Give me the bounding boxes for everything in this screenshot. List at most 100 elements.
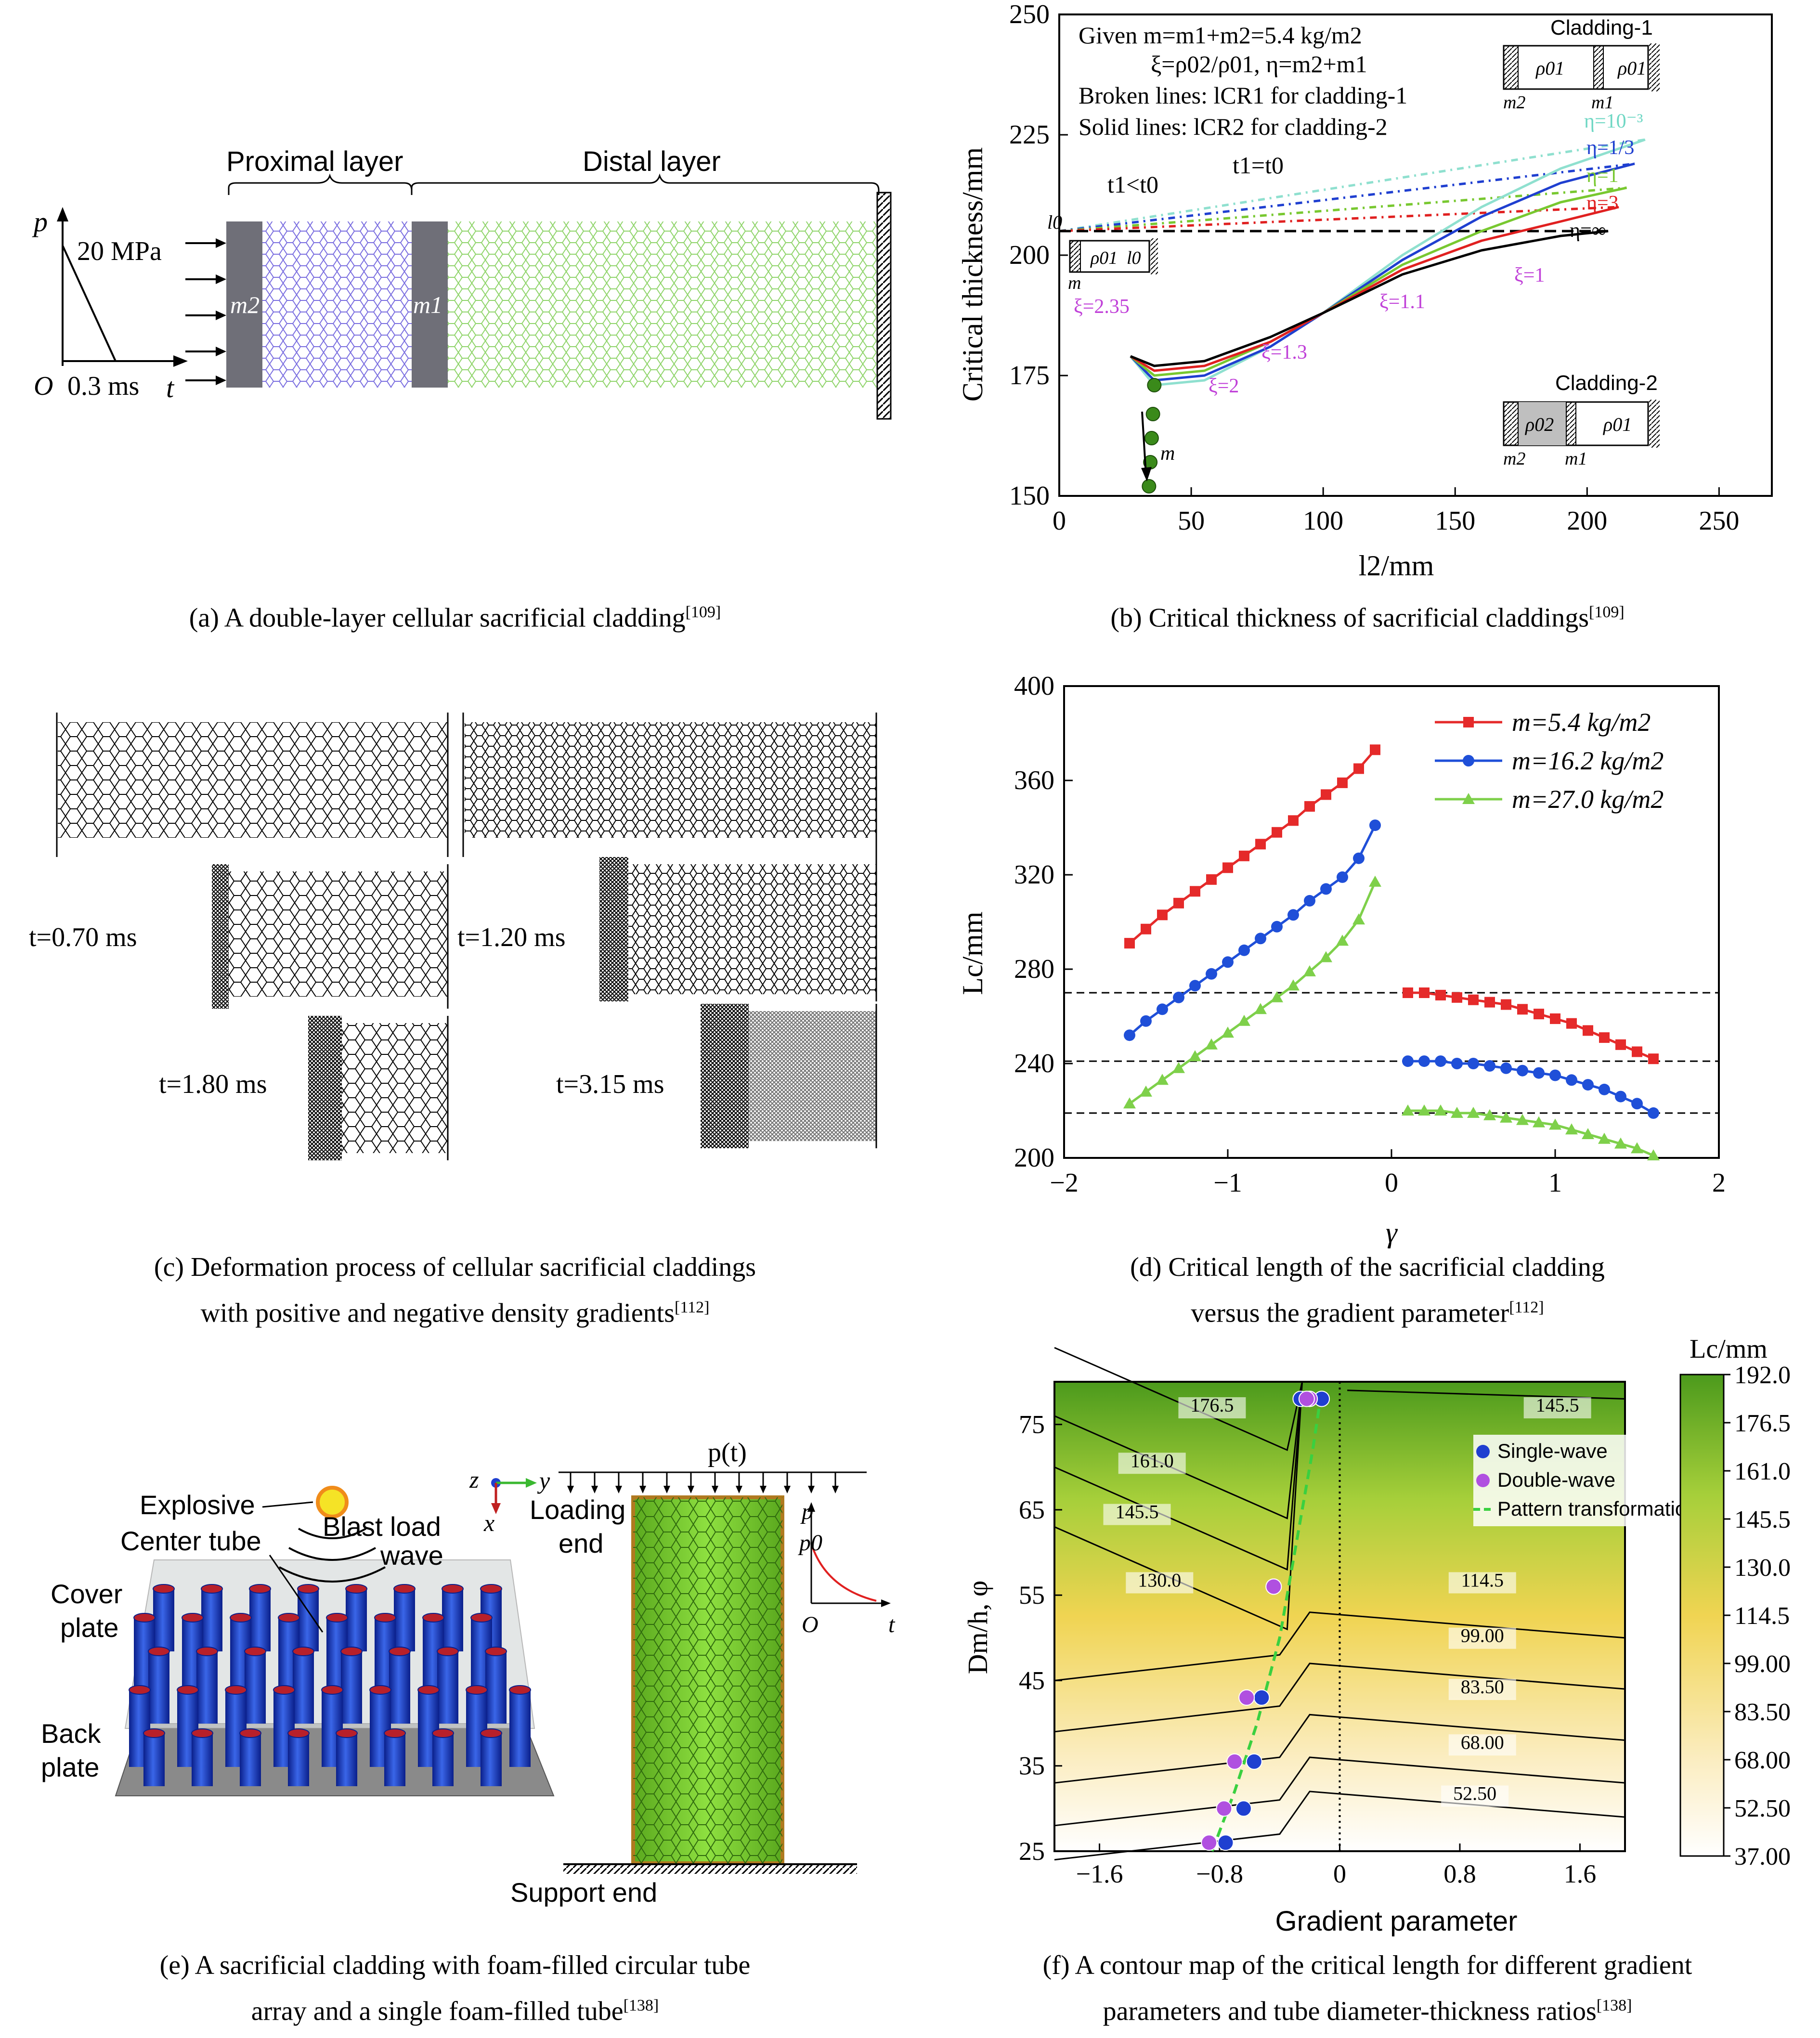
f-xtick-label: 0 — [1333, 1859, 1346, 1888]
e-load-arrowhead — [712, 1486, 718, 1493]
d-marker-square — [1632, 1046, 1642, 1057]
f-ytick-label: 55 — [1019, 1581, 1045, 1610]
b-inset-1-m2: m2 — [1503, 92, 1525, 113]
d-marker-square — [1419, 987, 1430, 998]
caption-b: (b) Critical thickness of sacrificial cl… — [915, 592, 1820, 638]
e-pulse-o: O — [802, 1612, 819, 1637]
pulse-peak-label: 20 MPa — [77, 236, 162, 266]
e-load-arrowhead — [615, 1486, 622, 1493]
d-marker-triangle — [1172, 1062, 1185, 1073]
tube-body — [192, 1733, 213, 1786]
e-axis-z: z — [469, 1466, 479, 1493]
b-series-label-eta-third: η=1/3 — [1586, 137, 1634, 159]
f-contour-label-bg — [1118, 1453, 1186, 1474]
tube-top — [369, 1685, 391, 1695]
d-marker-circle — [1599, 1083, 1610, 1095]
tube-body — [389, 1651, 410, 1724]
tube-top — [326, 1613, 348, 1623]
f-single-wave-point — [1246, 1753, 1262, 1770]
explosive-icon — [316, 1486, 349, 1519]
d-marker-square — [1550, 1013, 1560, 1024]
f-contour-label-bg — [1523, 1397, 1591, 1419]
d-marker-circle — [1320, 883, 1332, 895]
e-back-label-1: Back — [41, 1718, 101, 1749]
tube-body — [509, 1690, 531, 1767]
d-marker-circle — [1353, 852, 1365, 864]
d-marker-square — [1206, 874, 1217, 885]
tube-body — [481, 1733, 502, 1786]
tube-body — [148, 1651, 169, 1724]
f-contour-label: 52.50 — [1453, 1783, 1496, 1804]
d-marker-triangle — [1336, 935, 1349, 946]
tube-top — [201, 1584, 223, 1594]
f-contour-label-bg — [1448, 1627, 1516, 1649]
d-marker-square — [1648, 1053, 1659, 1064]
d-ytick-label: 400 — [1014, 671, 1054, 701]
caption-f-line1: (f) A contour map of the critical length… — [1042, 1950, 1692, 1980]
d-marker-circle — [1549, 1069, 1561, 1081]
d-marker-square — [1124, 938, 1135, 949]
d-marker-triangle — [1303, 965, 1316, 976]
d-ytick-label: 320 — [1014, 860, 1054, 890]
b-broken-line — [1059, 206, 1619, 233]
tube-top — [278, 1613, 300, 1623]
f-legend-box — [1473, 1435, 1627, 1526]
tube-body — [384, 1733, 405, 1786]
tube-top — [225, 1685, 247, 1695]
d-marker-triangle — [1140, 1085, 1152, 1097]
b-annotation-l0: l0 — [1047, 211, 1062, 233]
f-contour-label: 114.5 — [1461, 1569, 1504, 1591]
f-contour-label-bg — [1441, 1785, 1509, 1807]
b-minimum-point — [1144, 431, 1159, 445]
f-xtick-label: −0.8 — [1196, 1859, 1243, 1888]
d-marker-circle — [1451, 1058, 1463, 1069]
d-marker-circle — [1140, 1015, 1152, 1027]
b-ylabel: Critical thickness/mm — [957, 147, 988, 402]
d-marker-circle — [1484, 1060, 1495, 1072]
d-marker-circle — [1369, 819, 1381, 831]
b-m-arrow-label: m — [1160, 442, 1175, 465]
tube-top — [133, 1613, 156, 1623]
c-crush-120 — [599, 857, 628, 1001]
tube-top — [442, 1584, 464, 1594]
b-xtick-label: 50 — [1178, 506, 1205, 536]
d-marker-circle — [1255, 933, 1266, 945]
b-inset-single-m: m — [1068, 273, 1081, 293]
pulse-axis-p: p — [32, 206, 48, 237]
d-series-line — [1129, 749, 1376, 944]
d-marker-circle — [1648, 1107, 1659, 1119]
tube-body — [240, 1733, 261, 1786]
d-marker-triangle — [1156, 1074, 1169, 1085]
e-pulse-p0: p0 — [798, 1530, 822, 1556]
d-marker-circle — [1582, 1079, 1594, 1091]
caption-d-line2: versus the gradient parameter — [1191, 1298, 1509, 1328]
f-legend-single: Single-wave — [1497, 1440, 1608, 1462]
f-colorbar-tick-label: 130.0 — [1734, 1554, 1791, 1582]
d-marker-triangle — [1205, 1038, 1218, 1050]
f-colorbar — [1679, 1374, 1725, 1857]
tube-top — [417, 1685, 440, 1695]
e-cover-label-2: plate — [60, 1612, 118, 1643]
tube-body — [298, 1589, 319, 1651]
d-marker-circle — [1533, 1067, 1545, 1079]
c-initial-negative — [465, 722, 876, 838]
tube-body — [432, 1733, 454, 1786]
panel-d: −2 −1 0 1 2 200 240 280 320 360 400 m=5.4 kg/m2 m=1… — [915, 664, 1820, 1252]
tube-body — [288, 1733, 309, 1786]
f-colorbar-tick-label: 114.5 — [1734, 1602, 1790, 1630]
f-double-wave-point — [1216, 1800, 1233, 1817]
tube-top — [345, 1584, 367, 1594]
tube-top — [177, 1685, 199, 1695]
b-annotation-given: Given m=m1+m2=5.4 kg/m2 — [1079, 22, 1362, 49]
d-ytick-label: 240 — [1014, 1049, 1054, 1078]
f-colorbar-tick-label: 52.50 — [1734, 1795, 1791, 1822]
caption-f-ref: [138] — [1596, 1997, 1632, 2014]
d-marker-square — [1599, 1032, 1610, 1043]
d-xtick-label: 0 — [1385, 1168, 1398, 1198]
f-contour-label: 145.5 — [1116, 1501, 1159, 1523]
tube-body — [442, 1589, 463, 1651]
tube-top — [148, 1647, 170, 1656]
d-marker-square — [1141, 923, 1151, 935]
d-xtick-label: 1 — [1548, 1168, 1562, 1198]
b-xi-label-1: ξ=1 — [1514, 264, 1545, 286]
